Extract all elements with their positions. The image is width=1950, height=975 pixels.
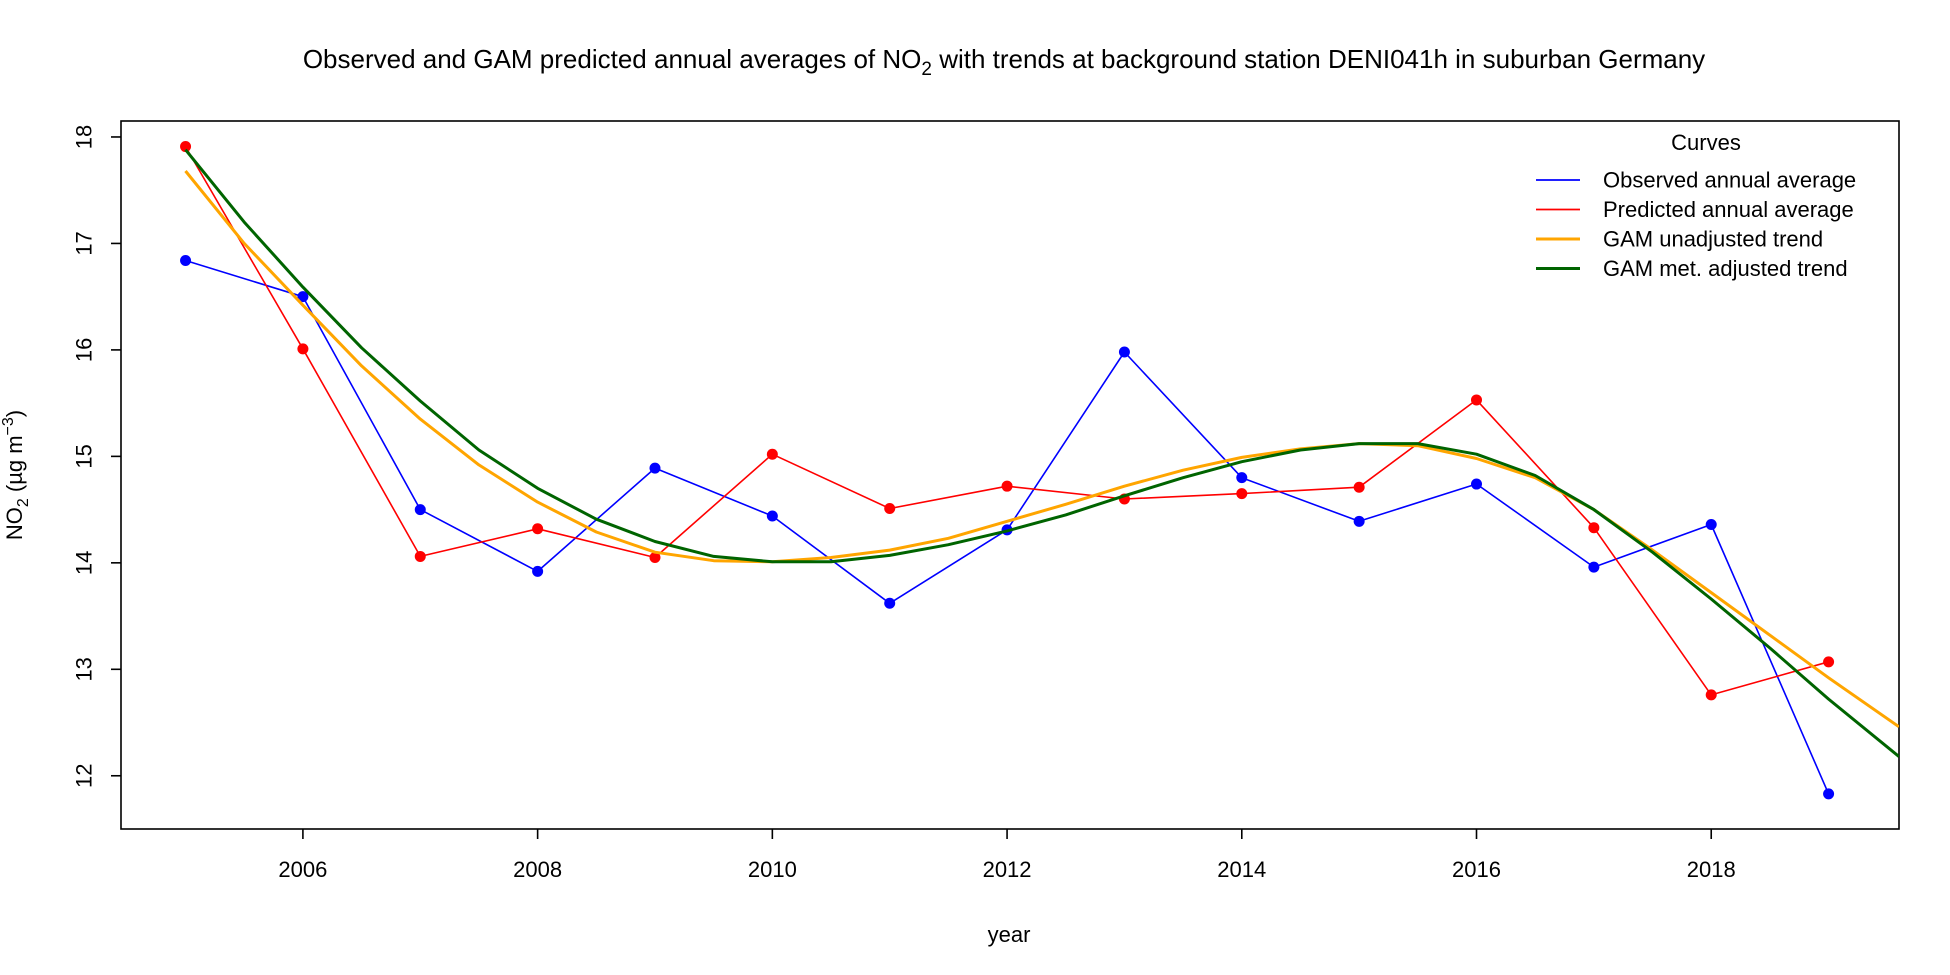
- x-axis-label: year: [988, 922, 1031, 947]
- y-axis-label: NO2 (µg m−3): [0, 410, 32, 540]
- x-tick-label: 2008: [513, 857, 562, 882]
- data-point: [1705, 519, 1717, 531]
- data-point: [1236, 488, 1248, 500]
- chart-title: Observed and GAM predicted annual averag…: [303, 44, 1705, 80]
- legend-entry-label: Predicted annual average: [1603, 197, 1854, 222]
- data-point: [1001, 480, 1013, 492]
- data-point: [766, 510, 778, 522]
- x-axis: 2006 2008 2010 2012 2014 2016 2018: [278, 829, 1736, 882]
- legend-entry-label: GAM unadjusted trend: [1603, 227, 1823, 252]
- data-point: [532, 523, 544, 535]
- legend-title: Curves: [1671, 130, 1741, 155]
- data-point: [649, 552, 661, 564]
- data-point: [297, 291, 309, 303]
- y-tick-label: 18: [72, 125, 97, 149]
- series-gam-unadjusted-trend: [184, 170, 1899, 729]
- y-tick-label: 17: [72, 231, 97, 255]
- legend-entry-label: GAM met. adjusted trend: [1603, 256, 1848, 281]
- data-point: [1471, 478, 1483, 490]
- series-line: [184, 148, 1899, 758]
- data-point: [1353, 481, 1365, 493]
- x-tick-label: 2016: [1452, 857, 1501, 882]
- y-tick-label: 15: [72, 444, 97, 468]
- data-point: [884, 503, 896, 515]
- y-tick-label: 16: [72, 338, 97, 362]
- y-label-superscript: −3: [0, 417, 17, 435]
- data-point: [1353, 515, 1365, 527]
- series-layer: [180, 141, 1899, 800]
- data-point: [1118, 346, 1130, 358]
- y-tick-label: 13: [72, 657, 97, 681]
- data-point: [766, 448, 778, 460]
- data-point: [1705, 689, 1717, 701]
- data-point: [180, 254, 192, 266]
- data-point: [414, 504, 426, 516]
- x-tick-label: 2014: [1217, 857, 1266, 882]
- data-point: [1588, 522, 1600, 534]
- series-predicted-annual-average: [180, 141, 1835, 701]
- series-observed-annual-average: [180, 254, 1835, 800]
- data-point: [180, 141, 192, 153]
- data-point: [297, 343, 309, 355]
- data-point: [1236, 472, 1248, 484]
- data-point: [414, 550, 426, 562]
- x-tick-label: 2012: [983, 857, 1032, 882]
- title-subscript: 2: [921, 59, 932, 80]
- data-point: [1471, 394, 1483, 406]
- y-tick-label: 12: [72, 764, 97, 788]
- data-point: [1823, 656, 1835, 668]
- data-point: [532, 565, 544, 577]
- data-point: [1588, 561, 1600, 573]
- y-label-subscript: 2: [15, 498, 32, 507]
- legend-entry-label: Observed annual average: [1603, 168, 1856, 193]
- y-axis: 12 13 14 15 16 17 18: [72, 125, 121, 788]
- data-point: [649, 462, 661, 474]
- x-tick-label: 2010: [748, 857, 797, 882]
- data-point: [884, 597, 896, 609]
- legend: Curves Observed annual average Predicted …: [1536, 130, 1856, 281]
- series-line: [184, 146, 1829, 696]
- series-line: [184, 170, 1899, 729]
- x-tick-label: 2006: [278, 857, 327, 882]
- plot-frame: [120, 120, 1900, 830]
- x-tick-label: 2018: [1687, 857, 1736, 882]
- y-tick-label: 14: [72, 551, 97, 575]
- data-point: [1823, 788, 1835, 800]
- series-gam-met-adjusted-trend: [184, 148, 1899, 758]
